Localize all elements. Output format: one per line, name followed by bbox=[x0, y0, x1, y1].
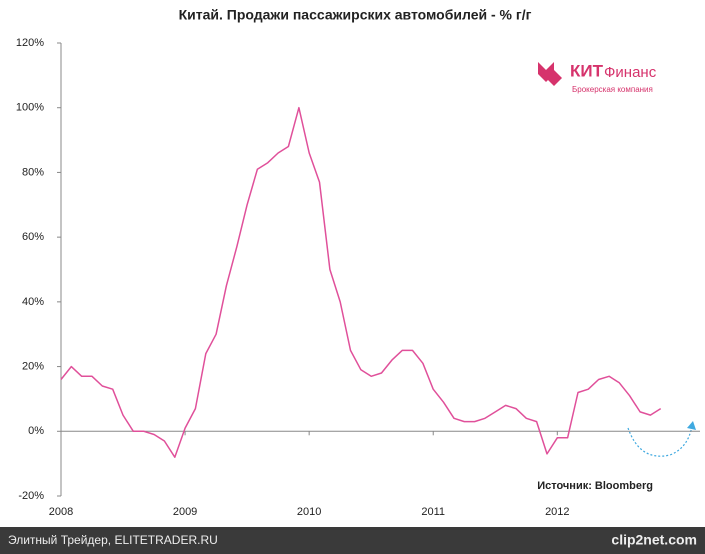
x-tick-label: 2008 bbox=[49, 506, 73, 518]
footer-site: Элитный Трейдер, ELITETRADER.RU bbox=[8, 533, 218, 547]
footer-watermark: clip2net.com bbox=[611, 532, 697, 548]
y-tick-label: 120% bbox=[16, 37, 44, 49]
annotation-arrowhead bbox=[687, 421, 696, 430]
y-tick-label: 80% bbox=[22, 166, 44, 178]
line-series bbox=[60, 106, 662, 458]
logo-brand-a: КИТ bbox=[570, 61, 604, 80]
chart-title: Китай. Продажи пассажирских автомобилей … bbox=[179, 7, 532, 23]
logo-tagline: Брокерская компания bbox=[572, 85, 653, 94]
footer-bar bbox=[0, 527, 705, 554]
x-tick-label: 2010 bbox=[297, 506, 321, 518]
source-note: Источник: Bloomberg bbox=[537, 480, 653, 492]
y-tick-label: 60% bbox=[22, 231, 44, 243]
logo: КИТ Финанс Брокерская компания bbox=[538, 61, 657, 94]
y-tick-label: 0% bbox=[28, 425, 44, 437]
y-tick-label: -20% bbox=[18, 490, 44, 502]
logo-brand-b: Финанс bbox=[604, 64, 657, 81]
x-tick-label: 2011 bbox=[421, 506, 445, 518]
x-tick-label: 2009 bbox=[173, 506, 197, 518]
y-tick-label: 100% bbox=[16, 102, 44, 114]
annotation-arc bbox=[627, 425, 693, 457]
logo-icon bbox=[538, 62, 562, 86]
y-tick-label: 20% bbox=[22, 360, 44, 372]
x-tick-label: 2012 bbox=[545, 506, 569, 518]
y-tick-label: 40% bbox=[22, 296, 44, 308]
